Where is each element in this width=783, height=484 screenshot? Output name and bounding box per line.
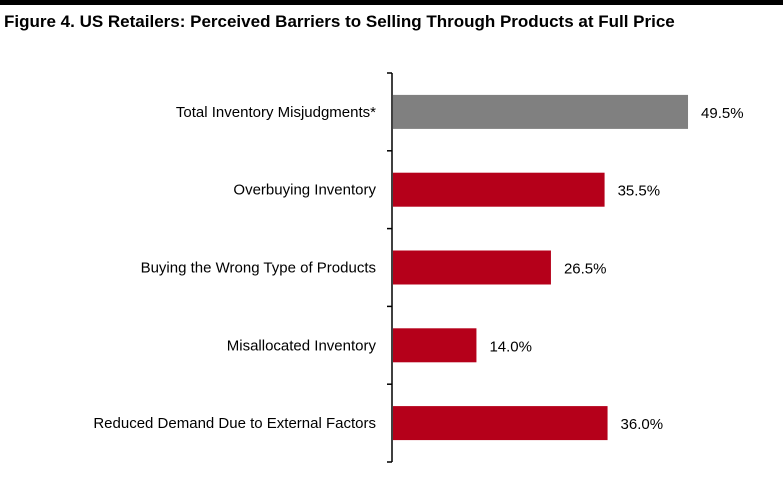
top-rule bbox=[0, 0, 783, 5]
bar bbox=[393, 172, 605, 207]
data-label: 49.5% bbox=[701, 105, 744, 122]
data-label: 26.5% bbox=[564, 261, 607, 278]
category-label: Reduced Demand Due to External Factors bbox=[93, 415, 376, 432]
figure-title: Figure 4. US Retailers: Perceived Barrie… bbox=[4, 12, 675, 31]
category-label: Total Inventory Misjudgments* bbox=[176, 104, 376, 121]
bar bbox=[393, 250, 551, 285]
bars-layer bbox=[393, 94, 689, 441]
category-label: Misallocated Inventory bbox=[227, 337, 377, 354]
bar bbox=[393, 328, 477, 363]
bar bbox=[393, 406, 608, 441]
bar bbox=[393, 94, 689, 129]
axis-layer bbox=[387, 72, 393, 463]
data-label: 36.0% bbox=[621, 416, 664, 433]
labels-layer: Total Inventory Misjudgments* 49.5% Overbu… bbox=[93, 104, 743, 433]
category-label: Buying the Wrong Type of Products bbox=[141, 260, 376, 277]
data-label: 35.5% bbox=[618, 183, 661, 200]
category-label: Overbuying Inventory bbox=[233, 182, 376, 199]
data-label: 14.0% bbox=[489, 338, 532, 355]
